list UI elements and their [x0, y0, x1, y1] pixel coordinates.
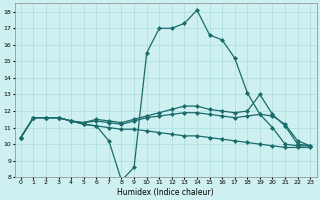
X-axis label: Humidex (Indice chaleur): Humidex (Indice chaleur): [117, 188, 214, 197]
